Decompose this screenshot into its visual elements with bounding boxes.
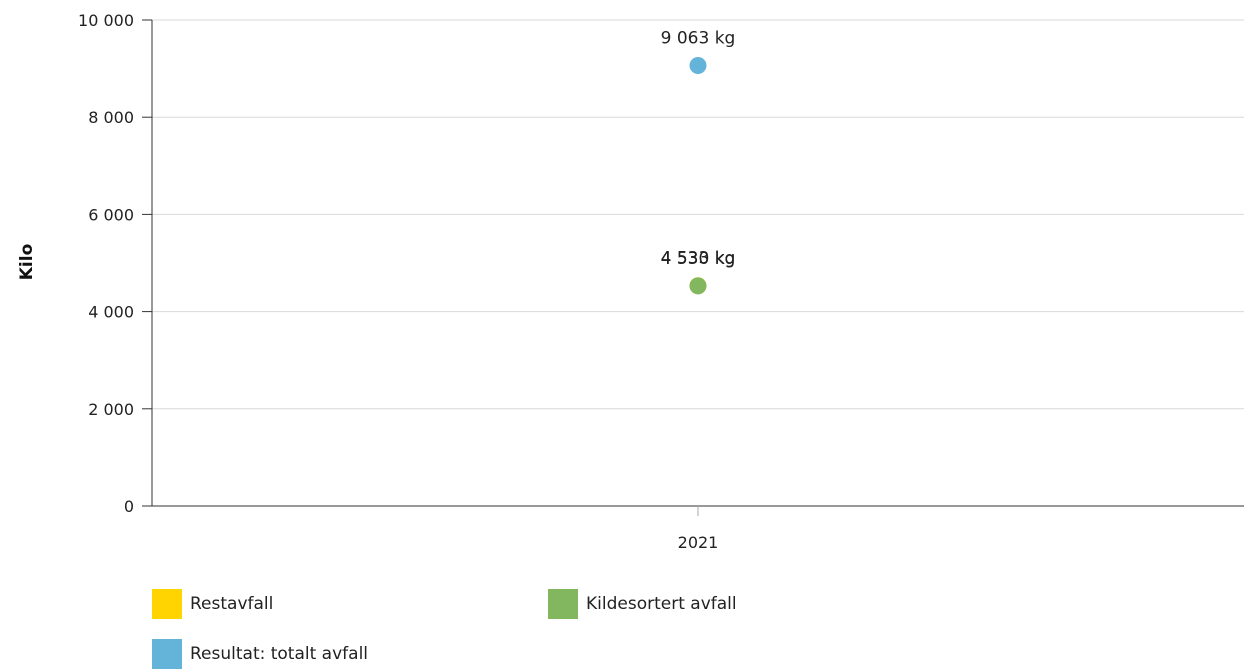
y-tick-label: 0 bbox=[124, 497, 134, 516]
legend-label-kildesortert: Kildesortert avfall bbox=[586, 594, 737, 614]
legend-swatch-restavfall bbox=[152, 589, 182, 619]
y-tick-label: 10 000 bbox=[78, 11, 134, 30]
y-tick-label: 8 000 bbox=[88, 108, 134, 127]
legend: Restavfall Kildesortert avfall Resultat:… bbox=[152, 588, 1052, 670]
point-resultat-totalt-avfall[interactable] bbox=[689, 57, 707, 75]
gridlines bbox=[152, 19, 1244, 410]
x-tick-label: 2021 bbox=[678, 533, 719, 552]
y-ticks: 0 2 000 4 000 6 000 8 000 10 000 bbox=[78, 11, 152, 516]
legend-item-kildesortert[interactable]: Kildesortert avfall bbox=[548, 588, 948, 620]
y-tick-label: 2 000 bbox=[88, 400, 134, 419]
legend-label-totalt: Resultat: totalt avfall bbox=[190, 644, 369, 664]
y-tick-label: 4 000 bbox=[88, 303, 134, 322]
data-label: 4 530 kg bbox=[661, 249, 736, 269]
x-axis: 2021 bbox=[151, 20, 1244, 552]
y-axis-label: Kilo bbox=[17, 244, 37, 281]
legend-label-restavfall: Restavfall bbox=[190, 594, 274, 614]
legend-item-totalt[interactable]: Resultat: totalt avfall bbox=[152, 638, 548, 670]
legend-swatch-kildesortert bbox=[548, 589, 578, 619]
legend-item-restavfall[interactable]: Restavfall bbox=[152, 588, 548, 620]
chart: Kilo 0 2 000 4 000 6 000 8 000 10 000 2021 4 … bbox=[17, 11, 1244, 552]
data-points: 4 530 kg 9 063 kg 4 533 kg bbox=[661, 29, 736, 295]
y-tick-label: 6 000 bbox=[88, 205, 134, 224]
data-label: 9 063 kg bbox=[661, 29, 736, 49]
point-kildesortert-avfall[interactable] bbox=[689, 277, 707, 295]
data-label-overlap: 4 533 kg bbox=[661, 249, 736, 269]
legend-swatch-totalt bbox=[152, 639, 182, 669]
